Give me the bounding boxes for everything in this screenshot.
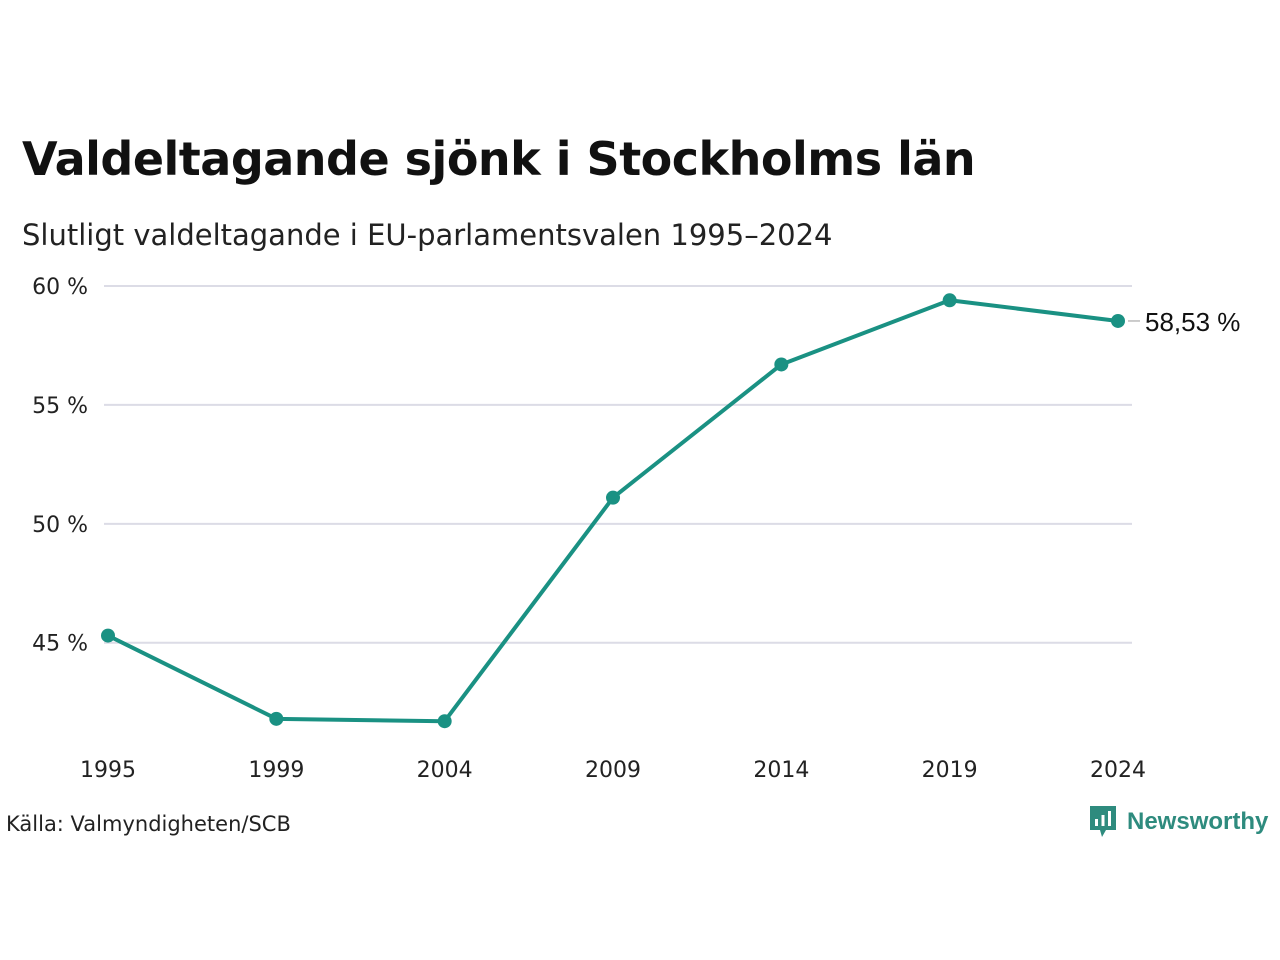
x-tick-label: 2014 — [753, 758, 809, 783]
x-tick-label: 2024 — [1090, 758, 1146, 783]
x-axis-ticks: 1995 1999 2004 2009 2014 2019 2024 — [80, 758, 1146, 783]
brand-name: Newsworthy — [1127, 808, 1269, 835]
bar-chart-speech-bubble-icon — [1090, 806, 1116, 837]
chart-title: Valdeltagande sjönk i Stockholms län — [22, 132, 976, 186]
end-label-group: 58,53 % — [1128, 307, 1240, 337]
data-point-1999 — [269, 711, 284, 726]
end-value-label: 58,53 % — [1145, 307, 1240, 337]
x-tick-label: 2009 — [585, 758, 641, 783]
source-note: Källa: Valmyndigheten/SCB — [6, 812, 291, 836]
y-tick-label: 45 % — [32, 632, 88, 657]
data-point-2014 — [774, 357, 789, 372]
chart-subtitle: Slutligt valdeltagande i EU-parlamentsva… — [22, 218, 833, 252]
series-line — [106, 298, 1120, 724]
y-axis-ticks: 45 % 50 % 55 % 60 % — [32, 275, 88, 657]
data-point-1995 — [101, 628, 115, 643]
x-tick-label: 2004 — [417, 758, 473, 783]
data-point-2024 — [1111, 313, 1125, 328]
grid-lines — [104, 285, 1132, 644]
data-points — [101, 293, 1125, 729]
y-tick-label: 60 % — [32, 275, 88, 300]
data-point-2009 — [606, 490, 620, 505]
y-tick-label: 50 % — [32, 513, 88, 538]
x-tick-label: 2019 — [922, 758, 978, 783]
data-point-2019 — [942, 293, 957, 308]
series-line-group — [106, 298, 1120, 724]
x-tick-label: 1995 — [80, 758, 136, 783]
x-tick-label: 1999 — [248, 758, 304, 783]
data-point-2004 — [437, 714, 452, 729]
y-tick-label: 55 % — [32, 394, 88, 419]
newsworthy-logo: Newsworthy — [1088, 804, 1268, 840]
